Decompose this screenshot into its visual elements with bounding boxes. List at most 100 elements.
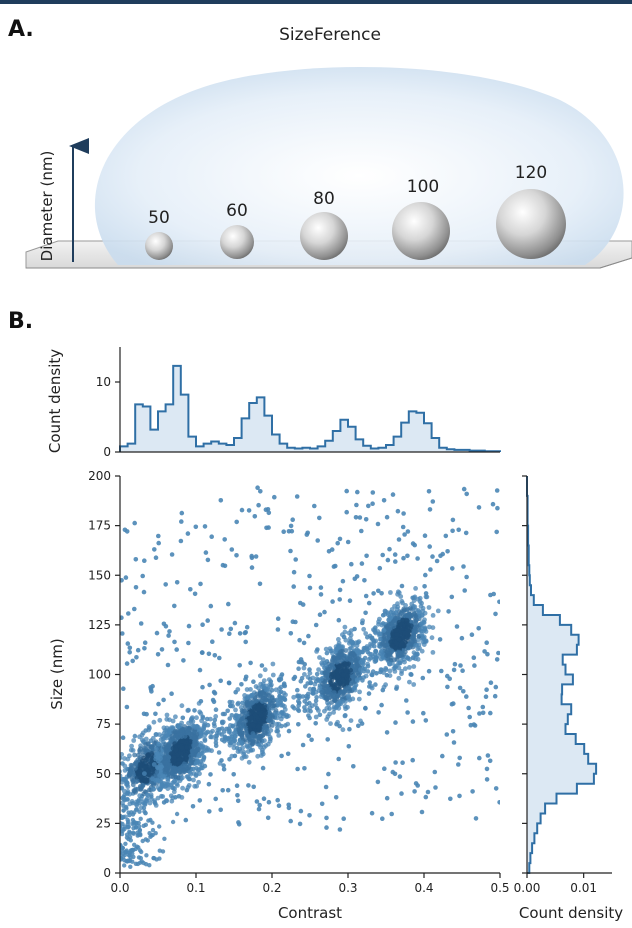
scatter-point: [130, 847, 135, 853]
scatter-point: [427, 507, 433, 512]
scatter-point: [298, 808, 304, 814]
scatter-point: [244, 687, 250, 692]
scatter-point: [262, 738, 267, 743]
scatter-point: [341, 816, 347, 821]
scatter-point: [361, 626, 367, 632]
scatter-point: [296, 699, 301, 704]
scatter-point: [246, 783, 251, 788]
scatter-point: [120, 855, 126, 860]
scatter-point: [124, 704, 130, 710]
scatter-point: [235, 793, 240, 798]
scatter-point: [484, 766, 490, 772]
scatter-point: [420, 636, 426, 641]
size-histogram-fill: [527, 476, 597, 873]
scatter-point: [310, 690, 316, 695]
scatter-point: [248, 660, 253, 666]
scatter-point: [195, 746, 201, 752]
scatter-point: [300, 742, 306, 748]
scatter-point: [458, 663, 463, 668]
scatter-point: [234, 553, 239, 558]
scatter-point: [255, 714, 260, 720]
scatter-point: [413, 613, 419, 619]
scatter-point: [196, 701, 202, 706]
scatter-point: [343, 637, 349, 643]
scatter-point: [376, 588, 381, 594]
scatter-point: [263, 687, 269, 692]
scatter-point: [411, 664, 417, 669]
scatter-point: [165, 742, 171, 747]
scatter-xtick-label: 0.3: [338, 881, 357, 895]
scatter-point: [254, 698, 259, 704]
scatter-point: [188, 753, 194, 759]
scatter-point: [141, 589, 147, 595]
scatter-point: [451, 740, 457, 745]
scatter-point: [487, 758, 493, 764]
scatter-point: [376, 621, 381, 627]
scatter-point: [130, 817, 136, 823]
scatter-point: [207, 682, 212, 688]
scatter-x-ticks: 0.0 0.1 0.2 0.3 0.4 0.5: [110, 873, 510, 895]
scatter-point: [239, 507, 245, 513]
scatter-point: [314, 671, 320, 677]
scatter-point: [123, 841, 128, 846]
scatter-point: [213, 743, 219, 749]
scatter-point: [427, 544, 433, 549]
scatter-point: [144, 853, 149, 858]
scatter-point: [140, 573, 145, 579]
scatter-point: [359, 561, 365, 566]
scatter-point: [369, 810, 375, 816]
scatter-point: [419, 648, 425, 654]
scatter-point: [129, 743, 135, 749]
scatter-point: [317, 515, 322, 521]
scatter-point: [298, 679, 304, 684]
scatter-point: [179, 519, 184, 524]
scatter-point: [272, 494, 277, 500]
scatter-point: [352, 684, 358, 690]
scatter-xtick-label: 0.4: [414, 881, 433, 895]
scatter-point: [170, 795, 176, 801]
scatter-point: [295, 707, 301, 712]
scatter-point: [416, 613, 422, 619]
scatter-point: [262, 667, 268, 673]
scatter-point: [266, 510, 272, 516]
scatter-point: [132, 752, 138, 758]
scatter-point: [156, 540, 161, 546]
scatter-point: [368, 655, 373, 661]
scatter-point: [142, 640, 148, 645]
scatter-point: [411, 595, 417, 601]
scatter-point: [340, 644, 346, 650]
scatter-point: [291, 694, 297, 700]
scatter-point: [159, 647, 165, 652]
scatter-point: [263, 683, 269, 689]
scatter-point: [319, 689, 325, 695]
scatter-point: [259, 663, 265, 668]
scatter-point: [127, 858, 133, 863]
scatter-point: [133, 765, 138, 771]
scatter-point: [275, 728, 281, 734]
scatter-point: [231, 772, 236, 777]
scatter-point: [318, 676, 324, 682]
scatter-point: [138, 621, 144, 626]
scatter-point: [236, 822, 242, 827]
scatter-point: [142, 646, 147, 651]
scatter-point: [324, 650, 330, 656]
scatter-point: [494, 529, 500, 535]
scatter-point: [358, 667, 363, 672]
scatter-point: [433, 785, 438, 790]
scatter-point: [237, 730, 243, 736]
scatter-point: [153, 711, 158, 717]
scatter-point: [316, 708, 321, 713]
scatter-point: [277, 694, 283, 700]
scatter-point: [366, 691, 372, 696]
scatter-point: [394, 657, 400, 662]
sphere-label-120: 120: [515, 163, 547, 183]
scatter-point: [242, 630, 248, 636]
scatter-point: [365, 661, 370, 667]
scatter-point: [210, 728, 216, 734]
scatter-point: [423, 572, 428, 578]
scatter-point: [344, 488, 350, 494]
scatter-point: [220, 719, 226, 725]
scatter-point: [255, 485, 260, 491]
scatter-point: [190, 804, 196, 809]
scatter-point: [286, 802, 292, 808]
